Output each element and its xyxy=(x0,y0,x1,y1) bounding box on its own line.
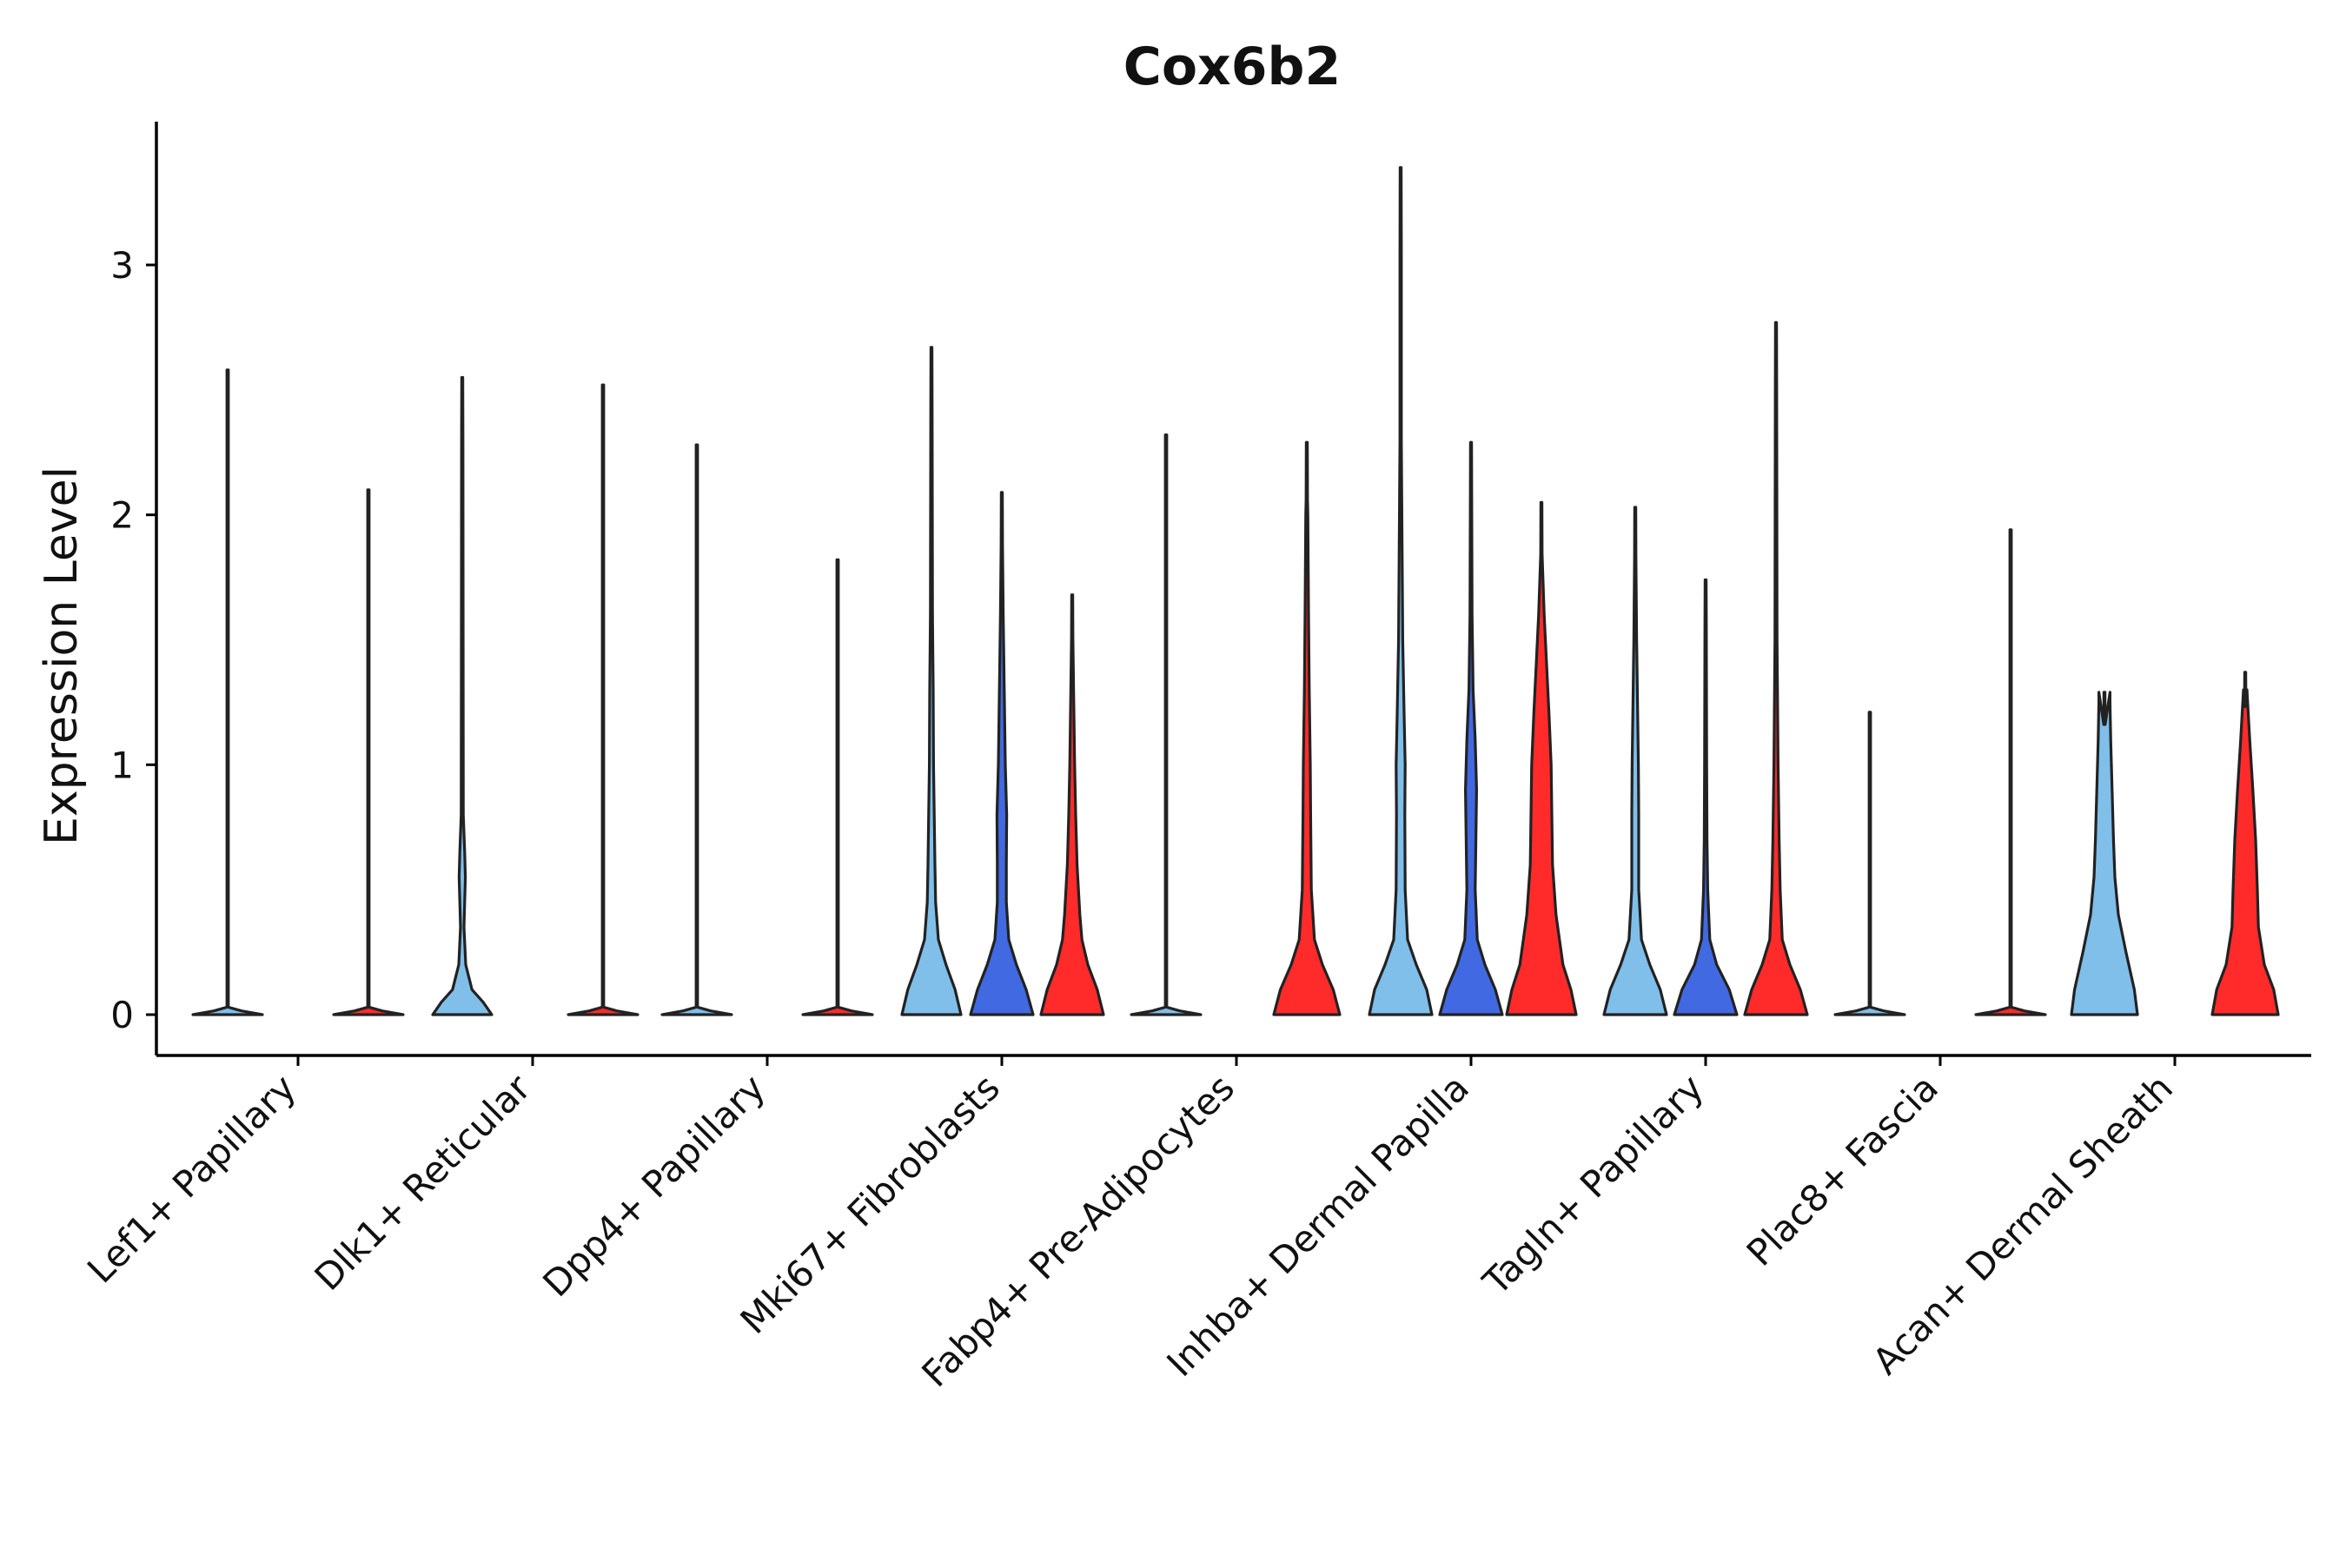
violin xyxy=(660,443,733,1016)
x-tick-label: Mki67+ Fibroblasts xyxy=(732,1066,1008,1341)
violin xyxy=(801,558,874,1016)
violin xyxy=(191,368,264,1016)
violin xyxy=(969,491,1035,1016)
violin-group xyxy=(1130,433,1342,1016)
chart-title: Cox6b2 xyxy=(1123,36,1341,97)
y-tick-label: 2 xyxy=(110,494,134,537)
violin xyxy=(1743,321,1809,1016)
violin xyxy=(1438,440,1504,1016)
x-tick-label: Lef1+ Papillary xyxy=(79,1066,304,1291)
violin xyxy=(1130,433,1203,1016)
y-tick-label: 0 xyxy=(110,994,134,1036)
y-tick-label: 1 xyxy=(110,744,134,786)
violin xyxy=(1673,578,1739,1016)
violin-group xyxy=(900,346,1105,1016)
violin-group xyxy=(191,368,405,1016)
violin-group xyxy=(660,443,874,1016)
violin xyxy=(567,383,640,1016)
x-tick-label: Dpp4+ Papillary xyxy=(534,1066,773,1305)
violin xyxy=(2070,691,2139,1016)
x-tick-label: Dlk1+ Reticular xyxy=(307,1066,540,1299)
violins-layer xyxy=(191,166,2280,1016)
violin xyxy=(2210,671,2280,1016)
violin-group xyxy=(2070,671,2280,1016)
violin-group xyxy=(1368,166,1578,1016)
y-tick-label: 3 xyxy=(110,244,134,287)
violin xyxy=(1974,528,2047,1016)
violin xyxy=(1602,506,1668,1016)
x-tick-label: Tagln+ Papillary xyxy=(1475,1066,1712,1303)
axes-layer: 0 1 2 3 Lef1+ Papillary Dlk1+ ReticularDpp4+ … xyxy=(79,122,2311,1395)
violin xyxy=(1039,593,1105,1016)
violin xyxy=(900,346,963,1016)
violin-group xyxy=(1602,321,1809,1016)
violin xyxy=(1833,711,1906,1016)
violin xyxy=(431,375,494,1016)
violin xyxy=(332,488,405,1016)
x-tick-label: Plac8+ Fascia xyxy=(1739,1066,1946,1274)
violin-group xyxy=(431,375,640,1016)
violin xyxy=(1505,500,1578,1016)
violin-group xyxy=(1833,528,2047,1016)
y-axis-title: Expression Level xyxy=(36,466,88,845)
violin xyxy=(1368,166,1434,1016)
violin xyxy=(1272,440,1342,1016)
